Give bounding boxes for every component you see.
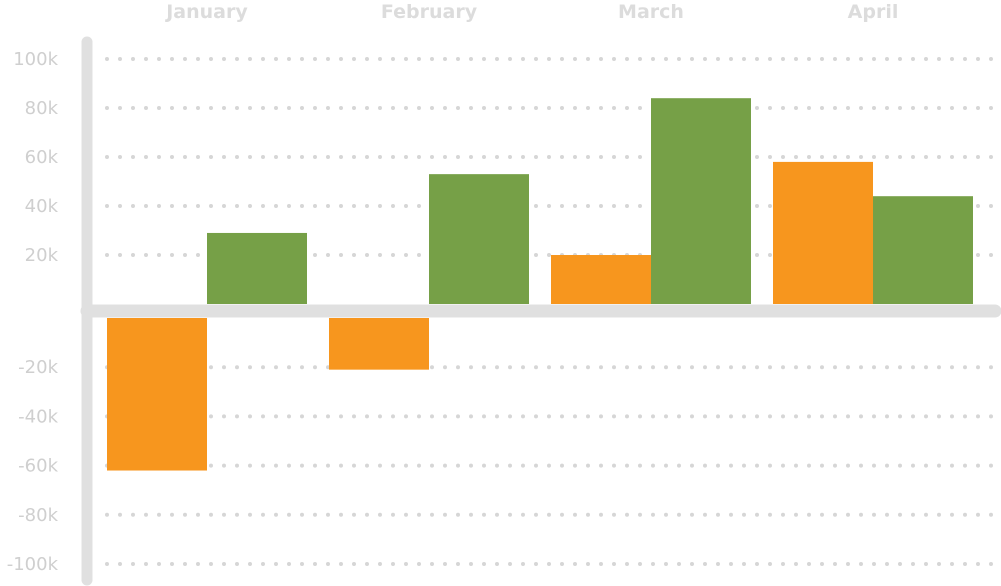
bar-february-series-1 — [329, 318, 429, 370]
bar-february-series-2 — [429, 174, 529, 304]
bar-january-series-1 — [107, 318, 207, 471]
bars — [107, 98, 973, 471]
bar-april-series-1 — [773, 161, 873, 304]
category-label: February — [381, 1, 478, 23]
y-tick-label: 20k — [25, 245, 59, 266]
category-label: March — [618, 1, 684, 23]
y-tick-label: -100k — [7, 554, 59, 575]
category-labels: January February March April — [164, 1, 898, 23]
bar-april-series-2 — [873, 196, 973, 304]
y-tick-label: -40k — [18, 406, 58, 427]
y-tick-labels: 100k 80k 60k 40k 20k -20k -40k -60k -80k -100k — [7, 49, 59, 575]
y-tick-label: 80k — [25, 98, 59, 119]
bar-march-series-1 — [551, 255, 651, 304]
y-tick-label: -20k — [18, 357, 58, 378]
y-tick-label: -80k — [18, 505, 58, 526]
bar-march-series-2 — [651, 98, 751, 304]
y-tick-label: 40k — [25, 196, 59, 217]
category-label: January — [164, 1, 248, 23]
y-tick-label: -60k — [18, 456, 58, 477]
bar-january-series-2 — [207, 232, 307, 304]
y-tick-label: 100k — [13, 49, 58, 70]
y-tick-label: 60k — [25, 147, 59, 168]
category-label: April — [848, 1, 899, 23]
